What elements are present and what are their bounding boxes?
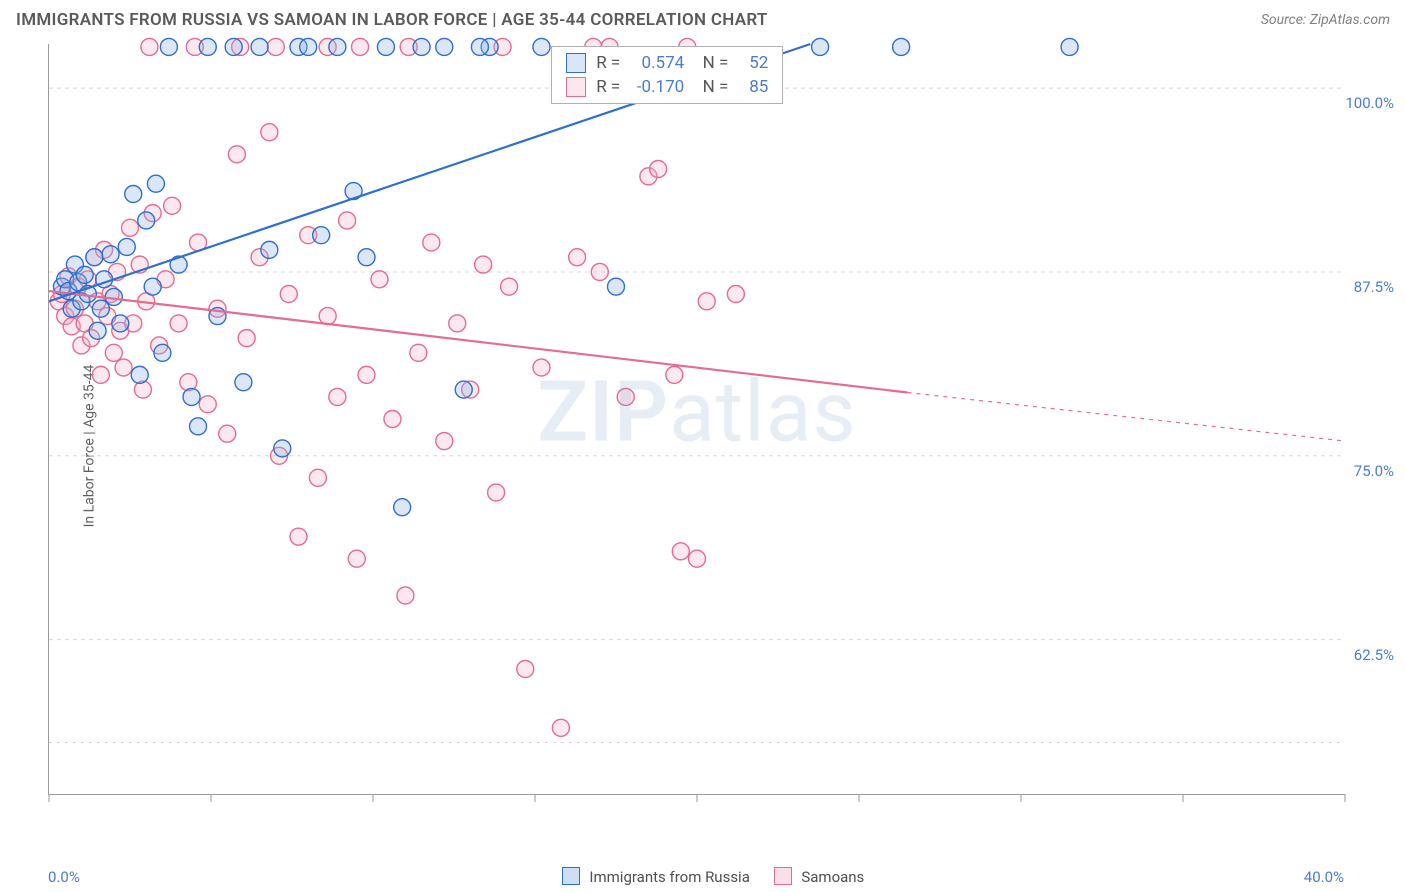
corr-n-label: N = [694, 53, 728, 73]
corr-n-label: N = [694, 77, 728, 97]
corr-r-label: R = [596, 77, 620, 97]
corr-swatch-russia [566, 53, 586, 73]
legend-label-samoan: Samoans [801, 868, 864, 886]
corr-swatch-samoan [566, 77, 586, 97]
corr-r-label: R = [596, 53, 620, 73]
corr-n-value-russia: 52 [738, 53, 768, 73]
correlation-row-samoan: R = -0.170 N = 85 [552, 75, 782, 99]
y-tick-label: 75.0% [1354, 462, 1394, 480]
source-attribution: Source: ZipAtlas.com [1261, 12, 1390, 28]
legend-swatch-samoan [774, 867, 792, 885]
y-tick-label: 100.0% [1345, 94, 1394, 112]
plot-area: ZIPatlas R =0.574 N =52R =-0.170 N =85 [48, 44, 1345, 795]
y-tick-label: 62.5% [1354, 646, 1394, 664]
series-legend: Immigrants from Russia Samoans [0, 867, 1406, 886]
title-bar: IMMIGRANTS FROM RUSSIA VS SAMOAN IN LABO… [0, 0, 1406, 36]
corr-n-value-samoan: 85 [738, 77, 768, 97]
correlation-legend-box: R = 0.574 N = 52 R = -0.170 N = 85 [551, 46, 783, 104]
legend-label-russia: Immigrants from Russia [589, 868, 749, 886]
corr-r-value-samoan: -0.170 [630, 77, 684, 97]
chart-title: IMMIGRANTS FROM RUSSIA VS SAMOAN IN LABO… [16, 10, 768, 30]
y-tick-label: 87.5% [1354, 278, 1394, 296]
chart-svg [49, 44, 1345, 794]
corr-r-value-russia: 0.574 [630, 53, 684, 73]
legend-swatch-russia [562, 867, 580, 885]
correlation-row-russia: R = 0.574 N = 52 [552, 51, 782, 75]
